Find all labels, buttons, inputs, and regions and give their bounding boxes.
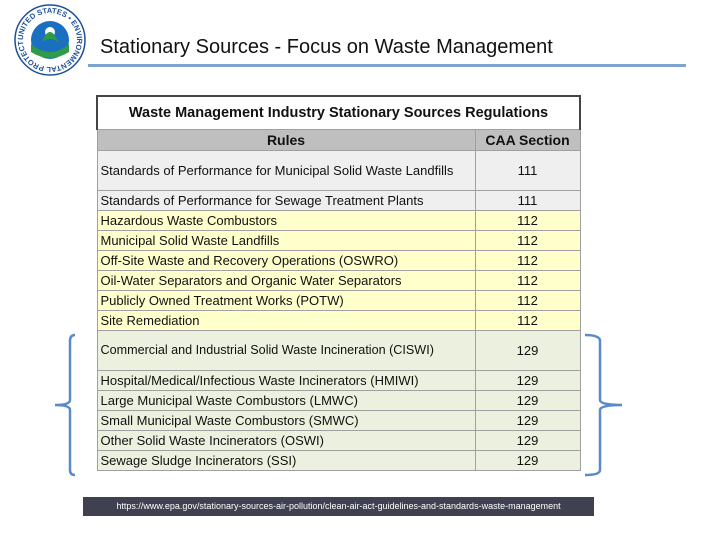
table-row: Standards of Performance for Municipal S… [96, 150, 581, 191]
table-row: Sewage Sludge Incinerators (SSI) 129 [96, 450, 581, 471]
rule-cell: Hazardous Waste Combustors [96, 210, 476, 231]
section-cell: 129 [474, 390, 581, 411]
section-cell: 129 [474, 430, 581, 451]
table-row: Site Remediation 112 [96, 310, 581, 331]
table-row: Large Municipal Waste Combustors (LMWC) 1… [96, 390, 581, 411]
section-cell: 112 [474, 210, 581, 231]
section-cell: 112 [474, 290, 581, 311]
table-row: Municipal Solid Waste Landfills 112 [96, 230, 581, 251]
table-row: Hazardous Waste Combustors 112 [96, 210, 581, 231]
section-cell: 112 [474, 250, 581, 271]
section-cell: 129 [474, 330, 581, 371]
rule-cell: Large Municipal Waste Combustors (LMWC) [96, 390, 476, 411]
rule-cell: Sewage Sludge Incinerators (SSI) [96, 450, 476, 471]
column-header: CAA Section [474, 129, 581, 151]
rule-cell: Municipal Solid Waste Landfills [96, 230, 476, 251]
regulations-table: Waste Management Industry Stationary Sou… [96, 95, 581, 471]
table-row: Publicly Owned Treatment Works (POTW) 112 [96, 290, 581, 311]
table-row: Small Municipal Waste Combustors (SMWC) 1… [96, 410, 581, 431]
rule-cell: Hospital/Medical/Infectious Waste Incine… [96, 370, 476, 391]
section-cell: 129 [474, 450, 581, 471]
column-header: Rules [96, 129, 476, 151]
rule-cell: Small Municipal Waste Combustors (SMWC) [96, 410, 476, 431]
rule-cell: Publicly Owned Treatment Works (POTW) [96, 290, 476, 311]
rule-cell: Off-Site Waste and Recovery Operations (… [96, 250, 476, 271]
table-row: Hospital/Medical/Infectious Waste Incine… [96, 370, 581, 391]
section-cell: 112 [474, 310, 581, 331]
epa-logo: UNITED STATES • ENVIRONMENTAL PROTECTION… [0, 0, 86, 76]
table-row: Commercial and Industrial Solid Waste In… [96, 330, 581, 371]
rule-cell: Standards of Performance for Sewage Trea… [96, 190, 476, 211]
rule-cell: Commercial and Industrial Solid Waste In… [96, 330, 476, 371]
section-cell: 112 [474, 270, 581, 291]
rule-cell: Other Solid Waste Incinerators (OSWI) [96, 430, 476, 451]
section-cell: 111 [474, 190, 581, 211]
source-url: https://www.epa.gov/stationary-sources-a… [83, 497, 594, 516]
section-cell: 129 [474, 370, 581, 391]
table-row: Oil-Water Separators and Organic Water S… [96, 270, 581, 291]
table-row: Off-Site Waste and Recovery Operations (… [96, 250, 581, 271]
right-bracket [584, 333, 623, 477]
title-rule [88, 64, 686, 67]
slide-title: Stationary Sources - Focus on Waste Mana… [100, 36, 553, 58]
table-title: Waste Management Industry Stationary Sou… [96, 95, 581, 130]
rule-cell: Standards of Performance for Municipal S… [96, 150, 476, 191]
table-row: Other Solid Waste Incinerators (OSWI) 129 [96, 430, 581, 451]
section-cell: 129 [474, 410, 581, 431]
table-row: Standards of Performance for Sewage Trea… [96, 190, 581, 211]
rule-cell: Site Remediation [96, 310, 476, 331]
section-cell: 112 [474, 230, 581, 251]
left-bracket [54, 333, 76, 477]
section-cell: 111 [474, 150, 581, 191]
rule-cell: Oil-Water Separators and Organic Water S… [96, 270, 476, 291]
